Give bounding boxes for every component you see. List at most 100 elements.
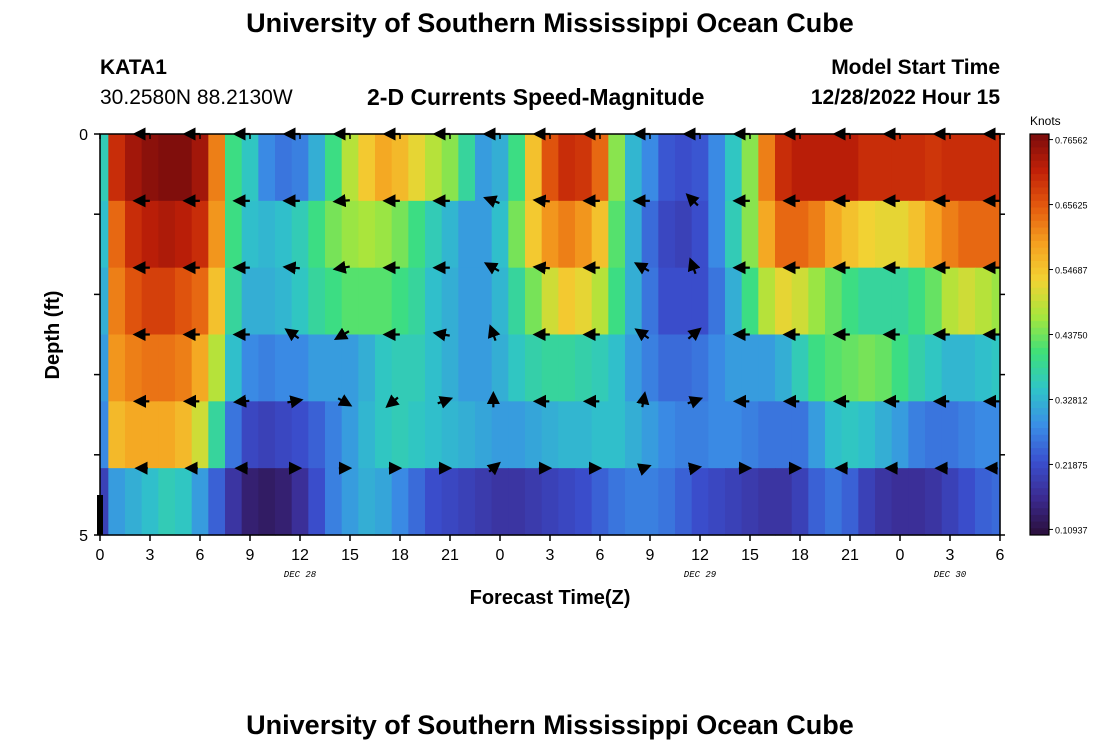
heat-cell: [625, 267, 643, 336]
heat-cell: [325, 401, 343, 469]
heat-cell: [575, 334, 593, 402]
heat-cell: [125, 134, 143, 202]
current-arrow: [486, 461, 501, 476]
current-arrow: [483, 262, 500, 275]
heat-cell: [908, 267, 926, 336]
heat-cell: [541, 468, 559, 536]
heat-cell: [958, 267, 976, 336]
heat-cell: [308, 468, 326, 536]
heat-cell: [325, 200, 343, 269]
x-tick-label: 15: [741, 547, 759, 564]
heat-cell: [125, 401, 143, 469]
heat-cell: [625, 401, 643, 469]
colorbar-segment: [1030, 461, 1049, 469]
heat-cell: [591, 134, 609, 202]
heat-cell: [575, 200, 593, 269]
heat-cell: [625, 468, 643, 536]
heat-cell: [725, 468, 743, 536]
heat-cell: [891, 267, 909, 336]
heat-cell: [108, 267, 126, 336]
heat-cell: [475, 134, 493, 202]
colorbar-segment: [1030, 167, 1049, 175]
heat-cell: [475, 468, 493, 536]
heatmap-cells: [100, 134, 1001, 536]
heat-cell: [875, 334, 893, 402]
heat-cell: [525, 334, 543, 402]
heat-cell: [741, 200, 759, 269]
heat-cell: [675, 134, 693, 202]
current-arrow: [287, 395, 304, 409]
colorbar-segment: [1030, 374, 1049, 382]
heat-cell: [825, 334, 843, 402]
current-arrow: [284, 328, 300, 342]
date-label: DEC 30: [934, 570, 967, 580]
heat-cell: [208, 468, 226, 536]
heat-cell: [925, 401, 943, 469]
heat-cell: [208, 401, 226, 469]
heat-cell: [391, 134, 409, 202]
colorbar-segment: [1030, 428, 1049, 436]
heat-cell: [158, 401, 176, 469]
colorbar-segment: [1030, 474, 1049, 483]
colorbar-segment: [1030, 307, 1049, 315]
colorbar-segment: [1030, 454, 1049, 462]
heat-cell: [591, 401, 609, 469]
heat-cell: [725, 134, 743, 202]
x-tick-label: 6: [996, 547, 1005, 564]
heat-cell: [791, 200, 809, 269]
heat-cell: [408, 134, 426, 202]
current-arrow: [385, 394, 400, 409]
current-arrow: [687, 462, 703, 476]
heat-cell: [858, 267, 876, 336]
heat-cell: [291, 267, 309, 336]
x-tick-label: 21: [441, 547, 459, 564]
heat-cell: [525, 267, 543, 336]
colorbar-segment: [1030, 387, 1049, 396]
colorbar-segment: [1030, 274, 1049, 282]
heat-cell: [858, 134, 876, 202]
heat-cell: [341, 468, 359, 536]
colorbar-segment: [1030, 508, 1049, 516]
heat-cell: [191, 401, 209, 469]
heat-cell: [508, 134, 526, 202]
colorbar-segment: [1030, 147, 1049, 155]
heat-cell: [191, 334, 209, 402]
colorbar-segment: [1030, 408, 1049, 416]
heat-cell: [275, 134, 293, 202]
colorbar-segment: [1030, 140, 1049, 148]
heat-cell: [641, 468, 659, 536]
colorbar-segment: [1030, 381, 1049, 389]
heat-cell: [675, 200, 693, 269]
heat-cell: [275, 200, 293, 269]
current-arrow: [487, 324, 501, 341]
heat-cell: [308, 200, 326, 269]
heat-cell: [291, 468, 309, 536]
colorbar: Knots 0.76562 0.65625 0.54687 0.43750 0.3281…: [1029, 114, 1088, 536]
heat-cell: [425, 134, 443, 202]
heat-cell: [491, 468, 509, 536]
heat-cell: [741, 134, 759, 202]
heat-cell: [175, 134, 193, 202]
current-arrow: [532, 261, 550, 275]
heat-cell: [841, 334, 859, 402]
heat-cell: [558, 134, 576, 202]
heat-cell: [975, 401, 993, 469]
heat-cell: [775, 468, 793, 536]
heat-cell: [758, 401, 776, 469]
heat-cell: [775, 267, 793, 336]
colorbar-segment: [1030, 441, 1049, 449]
colorbar-tick-label: 0.43750: [1055, 331, 1088, 341]
colorbar-segment: [1030, 247, 1049, 255]
current-arrow: [634, 328, 650, 342]
heat-cell: [258, 468, 276, 536]
x-axis-label: Forecast Time(Z): [470, 587, 631, 609]
heat-cell: [291, 401, 309, 469]
x-tick-label: 0: [896, 547, 905, 564]
heat-cell: [725, 401, 743, 469]
heat-cell: [391, 267, 409, 336]
heat-cell: [125, 468, 143, 536]
heat-cell: [641, 401, 659, 469]
heat-cell: [258, 401, 276, 469]
heat-cell: [358, 468, 376, 536]
heat-cell: [691, 401, 709, 469]
